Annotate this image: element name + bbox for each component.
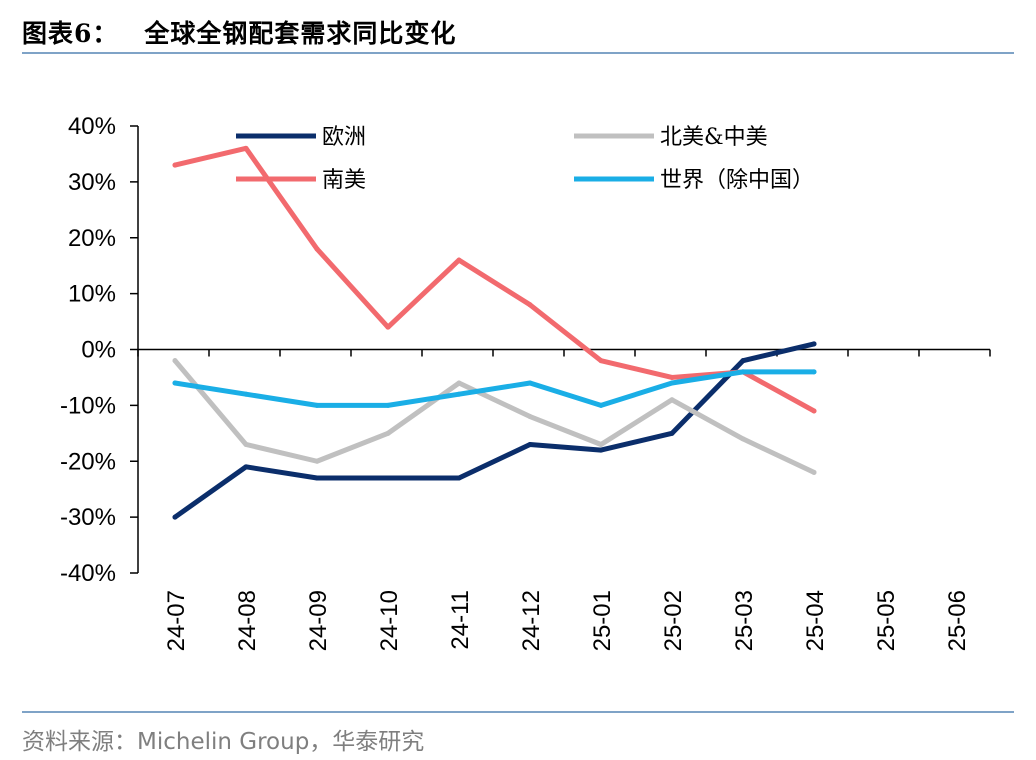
figure-title-text: 全球全钢配套需求同比变化 [144, 19, 457, 48]
data-point [243, 464, 249, 470]
y-tick-label: -10% [60, 392, 116, 419]
data-point [811, 469, 817, 475]
x-tick-label: 24-08 [234, 590, 261, 651]
data-point [172, 162, 178, 168]
series-line-0 [172, 341, 817, 520]
data-point [598, 447, 604, 453]
y-tick-label: -40% [60, 560, 116, 587]
data-point [456, 475, 462, 481]
x-tick-label: 25-04 [802, 590, 829, 651]
legend-label: 世界（除中国） [660, 168, 814, 193]
legend-label: 欧洲 [322, 125, 366, 150]
y-tick-label: -20% [60, 448, 116, 475]
series-line-1 [172, 358, 817, 475]
data-point [385, 430, 391, 436]
data-point [527, 302, 533, 308]
x-tick-label: 25-01 [589, 590, 616, 651]
data-point [669, 397, 675, 403]
data-point [740, 358, 746, 364]
series-line-2 [172, 145, 817, 414]
data-point [314, 246, 320, 252]
data-point [669, 430, 675, 436]
data-point [172, 514, 178, 520]
figure-label: 图表6： [22, 19, 119, 48]
data-point [527, 414, 533, 420]
data-point [314, 402, 320, 408]
x-tick-label: 24-10 [376, 590, 403, 651]
data-point [314, 458, 320, 464]
data-point [456, 391, 462, 397]
data-point [598, 358, 604, 364]
data-point [527, 441, 533, 447]
source-note: 资料来源：Michelin Group，华泰研究 [22, 729, 425, 755]
y-tick-label: 20% [68, 225, 116, 252]
data-point [740, 436, 746, 442]
x-tick-label: 25-05 [873, 590, 900, 651]
x-tick-label: 24-11 [447, 590, 474, 650]
data-point [740, 369, 746, 375]
data-point [385, 324, 391, 330]
data-point [172, 380, 178, 386]
x-tick-label: 25-02 [660, 590, 687, 651]
data-point [811, 341, 817, 347]
data-point [243, 145, 249, 151]
x-tick-label: 24-09 [305, 590, 332, 651]
data-point [527, 380, 533, 386]
bottom-divider [22, 711, 1014, 713]
x-tick-label: 24-07 [163, 590, 190, 651]
data-point [811, 369, 817, 375]
data-point [385, 402, 391, 408]
x-tick-label: 25-06 [944, 590, 971, 651]
x-tick-label: 24-12 [518, 590, 545, 651]
figure-title: 图表6： 全球全钢配套需求同比变化 [22, 14, 456, 50]
data-point [669, 374, 675, 380]
data-point [172, 358, 178, 364]
data-point [456, 380, 462, 386]
data-point [385, 475, 391, 481]
data-point [811, 408, 817, 414]
series-line-3 [172, 369, 817, 408]
legend-label: 北美&中美 [660, 125, 768, 150]
data-point [456, 257, 462, 263]
legend-label: 南美 [322, 168, 366, 193]
data-point [243, 391, 249, 397]
data-point [243, 441, 249, 447]
data-point [598, 402, 604, 408]
data-point [598, 441, 604, 447]
y-tick-label: 10% [68, 281, 116, 308]
top-divider [22, 52, 1014, 54]
y-tick-label: 30% [68, 169, 116, 196]
x-tick-label: 25-03 [731, 590, 758, 651]
y-tick-label: 40% [68, 113, 116, 140]
y-tick-label: 0% [81, 337, 116, 364]
data-point [669, 380, 675, 386]
data-point [314, 475, 320, 481]
y-tick-label: -30% [60, 504, 116, 531]
